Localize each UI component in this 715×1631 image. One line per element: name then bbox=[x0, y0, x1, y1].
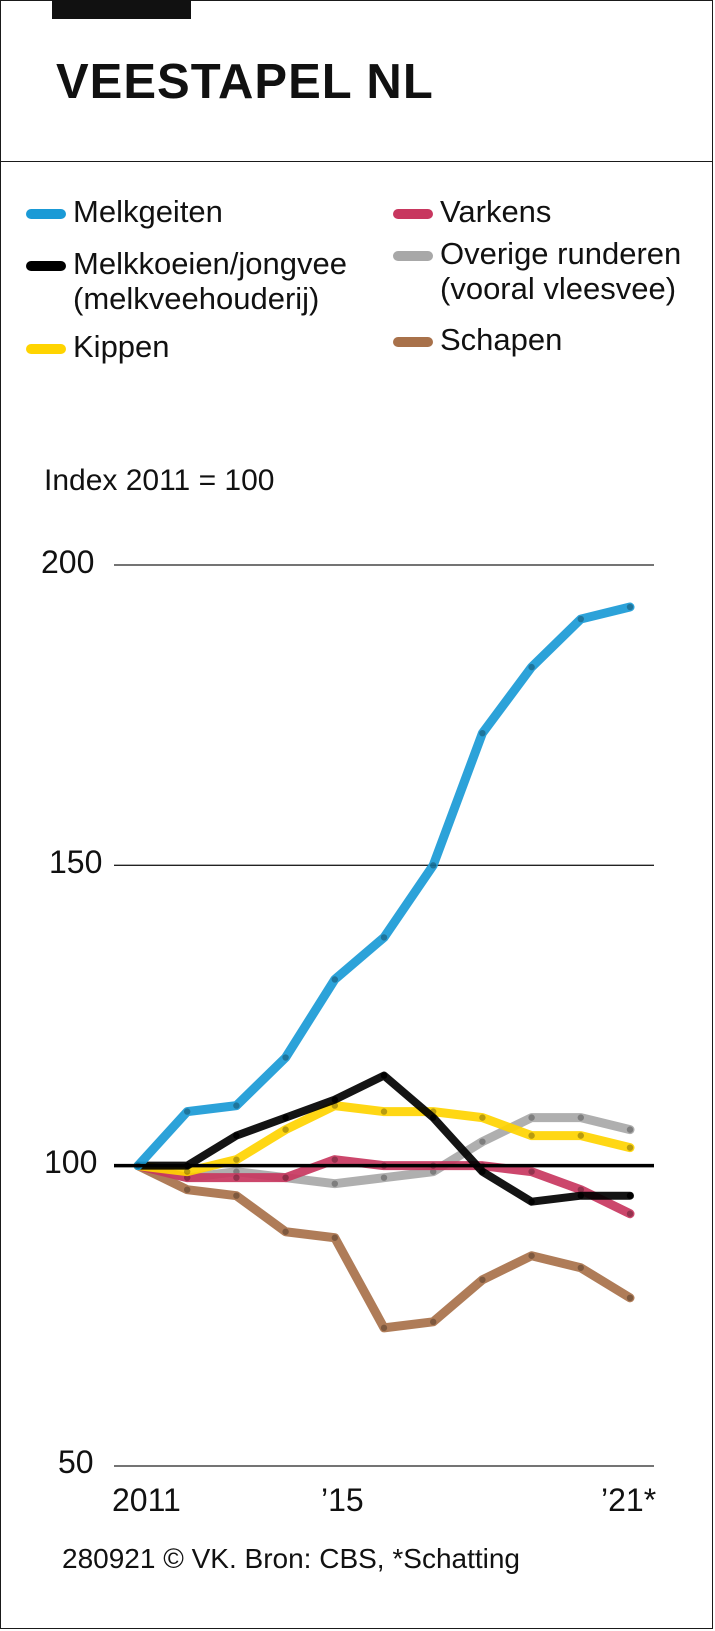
data-point-varkens-2012 bbox=[184, 1174, 191, 1181]
data-point-kippen-2012 bbox=[184, 1168, 191, 1175]
legend-label-overige-runderen: Overige runderen bbox=[440, 236, 682, 271]
data-point-melkgeiten-2016 bbox=[380, 934, 388, 941]
y-tick-label-100: 100 bbox=[44, 1144, 98, 1180]
data-point-melkgeiten-2019 bbox=[528, 663, 535, 671]
data-point-melkgeiten-2015 bbox=[331, 976, 338, 983]
y-tick-label-200: 200 bbox=[41, 544, 95, 580]
series-line-melkgeiten bbox=[133, 602, 635, 1171]
data-point-overige-runderen-vooral-vleesvee-2018 bbox=[479, 1138, 486, 1145]
data-point-melkkoeien-jongvee-melkveehouderij-2020 bbox=[577, 1192, 584, 1199]
data-point-varkens-2015 bbox=[331, 1156, 338, 1163]
y-tick-label-150: 150 bbox=[49, 844, 103, 880]
title-accent-bar bbox=[52, 0, 191, 19]
data-point-overige-runderen-vooral-vleesvee-2021 bbox=[626, 1126, 634, 1133]
data-point-kippen-2016 bbox=[380, 1108, 388, 1115]
data-point-overige-runderen-vooral-vleesvee-2016 bbox=[380, 1174, 388, 1181]
legend-swatch-melkkoeien bbox=[26, 261, 66, 271]
legend-label-melkgeiten: Melkgeiten bbox=[73, 194, 223, 229]
legend-label-schapen: Schapen bbox=[440, 322, 563, 357]
legend-swatch-overige-runderen bbox=[393, 251, 433, 261]
data-point-schapen-2018 bbox=[479, 1276, 486, 1283]
legend-label-overige-runderen-line2: (vooral vleesvee) bbox=[440, 271, 677, 306]
data-point-melkkoeien-jongvee-melkveehouderij-2018 bbox=[479, 1168, 486, 1175]
data-point-melkkoeien-jongvee-melkveehouderij-2019 bbox=[528, 1198, 535, 1205]
y-axis-label: Index 2011 = 100 bbox=[44, 464, 275, 497]
data-point-varkens-2014 bbox=[282, 1174, 289, 1181]
legend-swatch-kippen bbox=[26, 344, 66, 354]
data-point-melkgeiten-2018 bbox=[479, 729, 486, 737]
data-point-overige-runderen-vooral-vleesvee-2015 bbox=[331, 1180, 338, 1187]
data-point-kippen-2014 bbox=[282, 1126, 289, 1133]
legend-label-melkkoeien: Melkkoeien/jongvee bbox=[73, 246, 348, 281]
legend-label-varkens: Varkens bbox=[440, 194, 552, 229]
data-point-melkgeiten-2013 bbox=[233, 1102, 240, 1109]
data-point-kippen-2013 bbox=[233, 1156, 240, 1163]
data-point-kippen-2020 bbox=[577, 1132, 584, 1139]
data-point-melkgeiten-2021 bbox=[626, 603, 634, 611]
legend-label-melkkoeien-line2: (melkveehouderij) bbox=[73, 281, 320, 316]
data-point-schapen-2019 bbox=[528, 1252, 535, 1259]
data-point-varkens-2021 bbox=[626, 1210, 634, 1217]
data-point-melkgeiten-2017 bbox=[430, 862, 437, 869]
data-point-melkkoeien-jongvee-melkveehouderij-2021 bbox=[626, 1192, 634, 1199]
data-point-kippen-2018 bbox=[479, 1114, 486, 1121]
data-point-melkkoeien-jongvee-melkveehouderij-2016 bbox=[380, 1072, 388, 1079]
data-point-melkkoeien-jongvee-melkveehouderij-2014 bbox=[282, 1114, 289, 1121]
data-point-schapen-2012 bbox=[184, 1186, 191, 1193]
data-point-melkkoeien-jongvee-melkveehouderij-2013 bbox=[233, 1132, 240, 1139]
data-point-melkkoeien-jongvee-melkveehouderij-2017 bbox=[430, 1114, 437, 1121]
data-point-varkens-2013 bbox=[233, 1174, 240, 1181]
header-divider bbox=[0, 161, 713, 162]
data-point-melkgeiten-2020 bbox=[577, 615, 584, 623]
data-point-schapen-2013 bbox=[233, 1192, 240, 1199]
series-line-schapen bbox=[133, 1161, 635, 1333]
data-point-varkens-2020 bbox=[577, 1186, 584, 1193]
x-tick-label-15: ’15 bbox=[321, 1482, 364, 1518]
data-point-overige-runderen-vooral-vleesvee-2019 bbox=[528, 1114, 535, 1121]
legend-swatch-melkgeiten bbox=[26, 209, 66, 219]
source-credit: 280921 © VK. Bron: CBS, *Schatting bbox=[62, 1543, 521, 1574]
data-point-kippen-2019 bbox=[528, 1132, 535, 1139]
data-point-schapen-2015 bbox=[331, 1234, 338, 1241]
x-tick-label-2011: 2011 bbox=[112, 1482, 181, 1518]
data-point-melkgeiten-2014 bbox=[282, 1054, 289, 1061]
x-tick-label-21: ’21* bbox=[601, 1482, 657, 1518]
legend-swatch-schapen bbox=[393, 337, 433, 347]
series-line-kippen bbox=[133, 1101, 635, 1177]
data-point-kippen-2021 bbox=[626, 1144, 634, 1151]
data-point-schapen-2020 bbox=[577, 1264, 584, 1271]
y-tick-label-50: 50 bbox=[58, 1444, 94, 1480]
data-point-schapen-2017 bbox=[430, 1318, 437, 1326]
data-point-melkgeiten-2012 bbox=[184, 1108, 191, 1115]
data-point-schapen-2016 bbox=[380, 1324, 388, 1332]
chart-title: VEESTAPEL NL bbox=[56, 55, 434, 109]
data-point-varkens-2019 bbox=[528, 1168, 535, 1175]
data-point-schapen-2021 bbox=[626, 1294, 634, 1302]
data-point-schapen-2014 bbox=[282, 1228, 289, 1235]
legend-label-kippen: Kippen bbox=[73, 329, 170, 364]
data-point-melkkoeien-jongvee-melkveehouderij-2015 bbox=[331, 1096, 338, 1103]
legend-swatch-varkens bbox=[393, 209, 433, 219]
data-point-overige-runderen-vooral-vleesvee-2020 bbox=[577, 1114, 584, 1121]
